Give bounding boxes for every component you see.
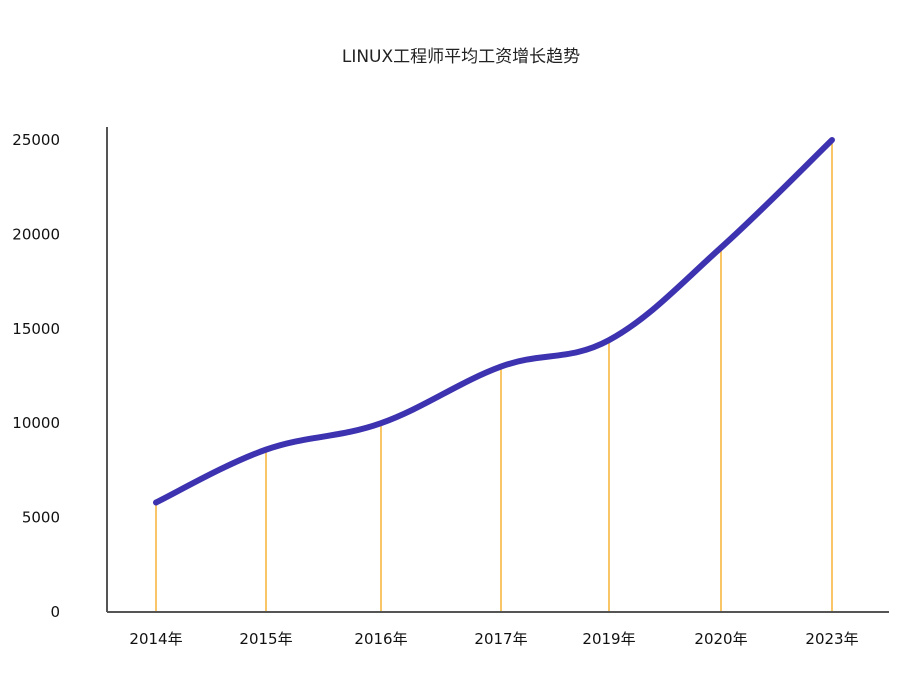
x-tick-label: 2014年 (129, 630, 182, 648)
x-tick-label: 2020年 (694, 630, 747, 648)
series-line (153, 137, 835, 506)
y-tick-label: 20000 (12, 225, 60, 243)
x-tick-labels: 2014年 2015年 2016年 2017年 2019年 2020年 2023年 (129, 630, 858, 648)
y-tick-label: 25000 (12, 131, 60, 149)
x-tick-label: 2019年 (582, 630, 635, 648)
x-tick-label: 2015年 (239, 630, 292, 648)
y-tick-labels: 0 5000 10000 15000 20000 25000 (12, 131, 60, 621)
drop-lines (155, 140, 833, 612)
y-tick-label: 10000 (12, 414, 60, 432)
y-tick-label: 0 (50, 603, 60, 621)
chart-title: LINUX工程师平均工资增长趋势 (341, 47, 581, 67)
x-tick-label: 2016年 (354, 630, 407, 648)
y-tick-label: 15000 (12, 320, 60, 338)
x-tick-label: 2017年 (474, 630, 527, 648)
x-tick-label: 2023年 (805, 630, 858, 648)
y-tick-label: 5000 (22, 509, 60, 527)
